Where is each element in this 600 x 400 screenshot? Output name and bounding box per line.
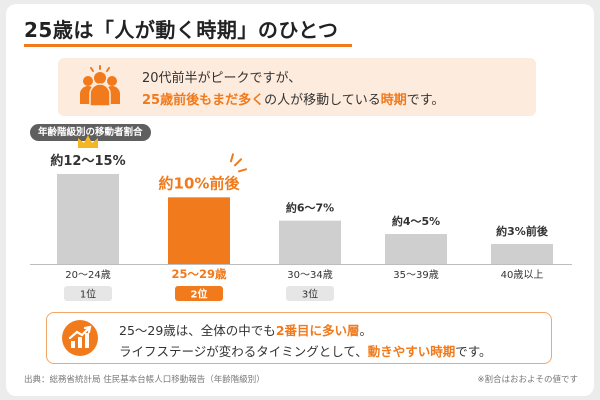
bar-3	[385, 234, 447, 264]
intro-emphasis-2: 時期	[380, 93, 407, 108]
value-label-1: 約10%前後	[159, 174, 241, 192]
summary-emphasis-2: 動きやすい時期	[367, 344, 456, 359]
summary-text-2-end: です。	[455, 344, 492, 359]
people-group-icon	[80, 65, 120, 107]
value-label-0: 約12〜15%	[50, 153, 125, 169]
trend-up-icon	[62, 320, 98, 356]
category-label-0: 20〜24歳	[65, 269, 110, 281]
category-label-3: 35〜39歳	[393, 269, 438, 281]
sparkle-line-0	[234, 158, 242, 167]
rank-badge-2	[286, 286, 334, 301]
summary-line-1: 25〜29歳は、全体の中でも2番目に多い層。	[119, 320, 372, 339]
rank-label-2: 3位	[302, 288, 318, 301]
summary-text-2: ライフステージが変わるタイミングとして、	[119, 344, 368, 359]
bar-4	[491, 244, 553, 264]
sparkle-line-1	[238, 168, 247, 173]
category-label-4: 40歳以上	[501, 269, 544, 281]
summary-box: 25〜29歳は、全体の中でも2番目に多い層。 ライフステージが変わるタイミングと…	[46, 312, 552, 364]
chart-caption-pill: 年齢階級別の移動者割合	[30, 124, 151, 141]
crown-icon	[78, 135, 98, 148]
intro-line-2: 25歳前後もまだ多くの人が移動している時期です。	[142, 89, 444, 108]
title-underline	[24, 44, 352, 47]
summary-text-1-end: 。	[359, 323, 373, 338]
intro-text-end: です。	[406, 93, 445, 108]
value-label-4: 約3%前後	[496, 224, 549, 238]
rank-label-0: 1位	[80, 288, 96, 301]
summary-line-2: ライフステージが変わるタイミングとして、動きやすい時期です。	[119, 341, 492, 360]
value-label-3: 約4〜5%	[392, 214, 440, 228]
intro-line-1: 20代前半がピークですが、	[142, 71, 302, 86]
category-label-2: 30〜34歳	[287, 269, 332, 281]
category-label-1: 25〜29歳	[171, 267, 227, 281]
summary-text-1: 25〜29歳は、全体の中でも	[119, 323, 276, 338]
intro-box: 20代前半がピークですが、 25歳前後もまだ多くの人が移動している時期です。	[58, 58, 536, 116]
bar-1	[168, 197, 230, 264]
bar-2	[279, 220, 341, 264]
bar-0	[57, 174, 119, 264]
page-title: 25歳は「人が動く時期」のひとつ	[24, 18, 339, 42]
intro-text-mid: の人が移動している	[264, 93, 381, 108]
sparkle-line-2	[230, 153, 234, 163]
intro-emphasis-1: 25歳前後もまだ多く	[142, 93, 265, 108]
source-note: 出典：総務省統計局 住民基本台帳人口移動報告（年齢階級別）	[24, 375, 265, 385]
value-label-2: 約6〜7%	[286, 201, 334, 215]
rank-badge-0	[64, 286, 112, 301]
summary-emphasis-1: 2番目に多い層	[275, 323, 360, 338]
approx-note: ※割合はおおよその値です	[477, 375, 578, 385]
rank-badge-1	[175, 286, 223, 301]
rank-label-1: 2位	[191, 288, 208, 301]
